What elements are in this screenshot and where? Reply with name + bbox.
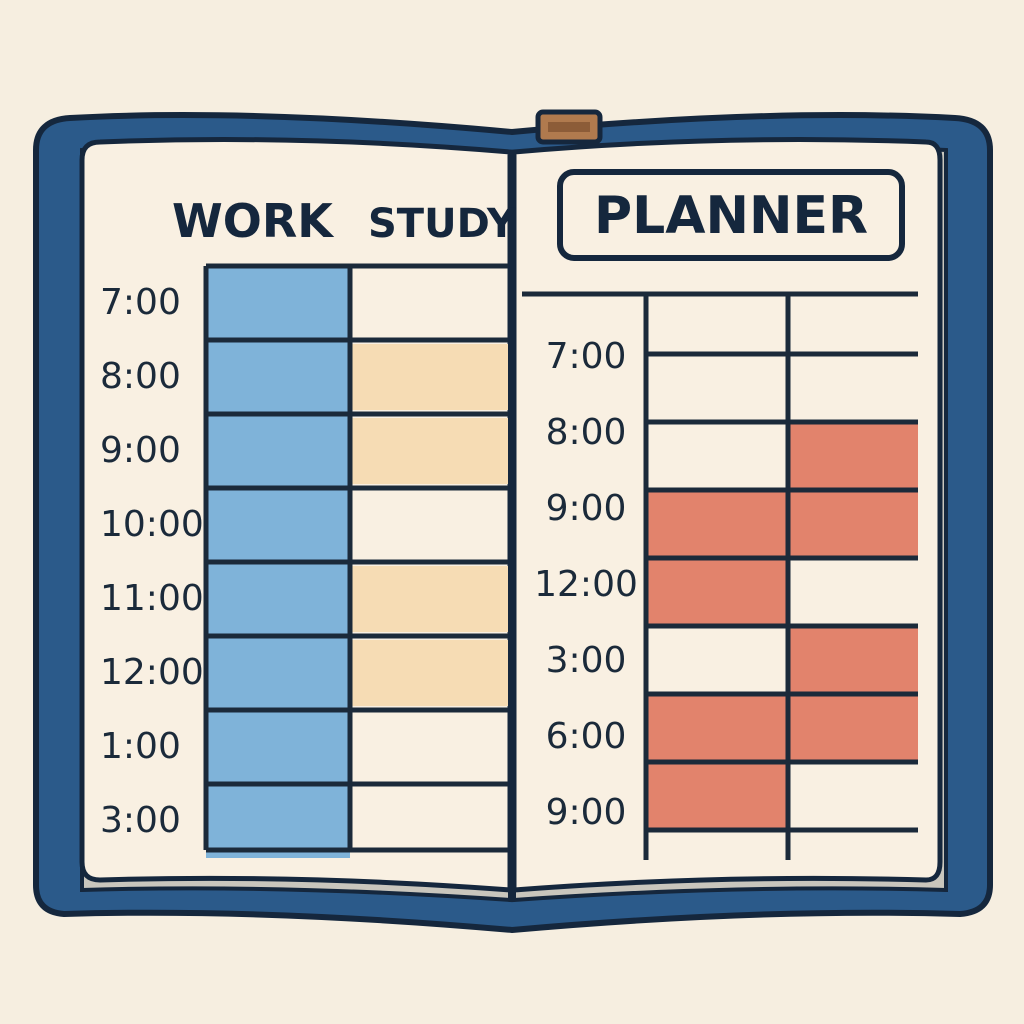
work-cell-2 xyxy=(206,340,350,414)
right-time-label: 6:00 xyxy=(546,716,627,757)
right-time-label: 12:00 xyxy=(534,564,638,605)
planner-col1-cell-7 xyxy=(646,762,788,830)
planner-col2-cell-2 xyxy=(788,422,918,490)
left-time-label: 3:00 xyxy=(100,800,181,841)
work-cell-1 xyxy=(206,266,350,340)
planner-col1-cell-3 xyxy=(646,490,788,558)
right-time-label: 9:00 xyxy=(546,488,627,529)
work-cell-3 xyxy=(206,414,350,488)
right-time-label: 3:00 xyxy=(546,640,627,681)
right-time-label: 9:00 xyxy=(546,792,627,833)
work-cell-6 xyxy=(206,636,350,710)
left-time-label: 9:00 xyxy=(100,430,181,471)
study-heading: STUDY xyxy=(368,201,517,247)
work-cell-4 xyxy=(206,488,350,562)
left-time-label: 1:00 xyxy=(100,726,181,767)
study-cell-2 xyxy=(350,344,508,410)
planner-title: PLANNER xyxy=(594,186,868,246)
left-time-label: 12:00 xyxy=(100,652,204,693)
study-cell-6 xyxy=(350,640,508,706)
right-time-label: 8:00 xyxy=(546,412,627,453)
planner-col2-cell-3 xyxy=(788,490,918,558)
planner-col2-cell-5 xyxy=(788,626,918,694)
left-time-label: 7:00 xyxy=(100,282,181,323)
left-schedule-grid: 7:00 8:00 9:00 10:00 11:00 12:00 1:00 3:00 xyxy=(100,263,508,858)
left-time-label: 11:00 xyxy=(100,578,204,619)
study-cell-3 xyxy=(350,418,508,484)
planner-col2-cell-6 xyxy=(788,694,918,762)
planner-col1-cell-4 xyxy=(646,558,788,626)
study-cell-5 xyxy=(350,566,508,632)
bookmark-stripe xyxy=(548,122,590,132)
work-cell-7 xyxy=(206,710,350,784)
right-time-label: 7:00 xyxy=(546,336,627,377)
planner-col1-cell-6 xyxy=(646,694,788,762)
right-schedule-grid: 7:00 8:00 9:00 12:00 3:00 6:00 9:00 xyxy=(522,291,918,860)
left-time-label: 8:00 xyxy=(100,356,181,397)
work-heading: WORK xyxy=(172,194,335,248)
work-cell-8 xyxy=(206,784,350,858)
planner-title-box xyxy=(557,169,905,261)
work-cell-5 xyxy=(206,562,350,636)
left-time-label: 10:00 xyxy=(100,504,204,545)
